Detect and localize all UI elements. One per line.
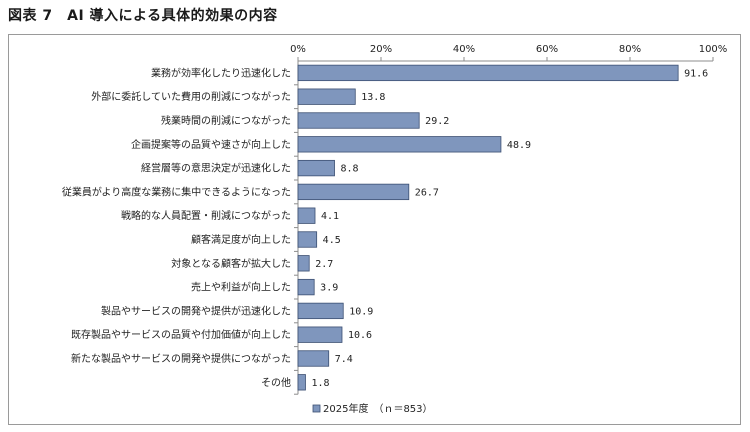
chart-frame [8,34,741,425]
category-label: 対象となる顧客が拡大した [171,257,291,270]
category-label: 経営層等の意思決定が迅速化した [141,162,291,175]
data-label: 4.1 [321,211,339,222]
category-label: 戦略的な人員配置・削減につながった [121,209,291,222]
bar [297,278,315,296]
category-label: 顧客満足度が向上した [191,233,291,246]
bar [297,159,335,177]
bar [297,183,410,201]
category-label: 従業員がより高度な業務に集中できるようになった [62,185,291,198]
category-label: 製品やサービスの開発や提供が迅速化した [101,304,291,317]
data-label: 10.6 [348,330,372,341]
legend-label: 2025年度 （ｎ＝853） [323,402,433,415]
data-label: 91.6 [684,68,708,79]
data-label: 8.8 [341,164,359,175]
bar [297,136,502,153]
data-label: 2.7 [315,259,333,270]
category-label: 既存製品やサービスの品質や付加価値が向上した [71,328,291,341]
bar [297,207,316,224]
category-label: その他 [261,376,291,389]
category-label: 売上や利益が向上した [191,281,291,294]
figure-title: 図表 7 AI 導入による具体的効果の内容 [8,8,278,24]
x-tick-label: 40% [453,44,475,55]
category-label: 新たな製品やサービスの開発や提供につながった [71,352,291,365]
data-label: 4.5 [323,235,341,246]
x-tick-label: 60% [536,44,558,55]
bar [297,88,356,105]
bar [297,255,310,272]
category-label: 業務が効率化したり迅速化した [151,66,291,79]
bar [297,231,318,248]
x-tick-label: 80% [619,44,641,55]
data-label: 26.7 [415,187,439,198]
legend-swatch [312,404,321,413]
bar [297,302,344,320]
x-tick-label: 20% [370,44,392,55]
category-label: 残業時間の削減につながった [161,114,291,127]
category-label: 企画提案等の品質や速さが向上した [131,138,291,151]
bar [297,374,306,391]
bar [297,350,330,367]
x-tick-label: 0% [290,44,306,55]
data-label: 10.9 [349,306,373,317]
bar [297,326,343,343]
bar [297,112,420,129]
bar [297,64,679,82]
data-label: 29.2 [425,116,449,127]
data-label: 7.4 [335,354,353,365]
x-tick-label: 100% [699,44,728,55]
data-label: 48.9 [507,140,531,151]
category-label: 外部に委託していた費用の削減につながった [91,90,291,103]
data-label: 1.8 [311,378,329,389]
data-label: 13.8 [361,92,385,103]
data-label: 3.9 [320,283,338,294]
